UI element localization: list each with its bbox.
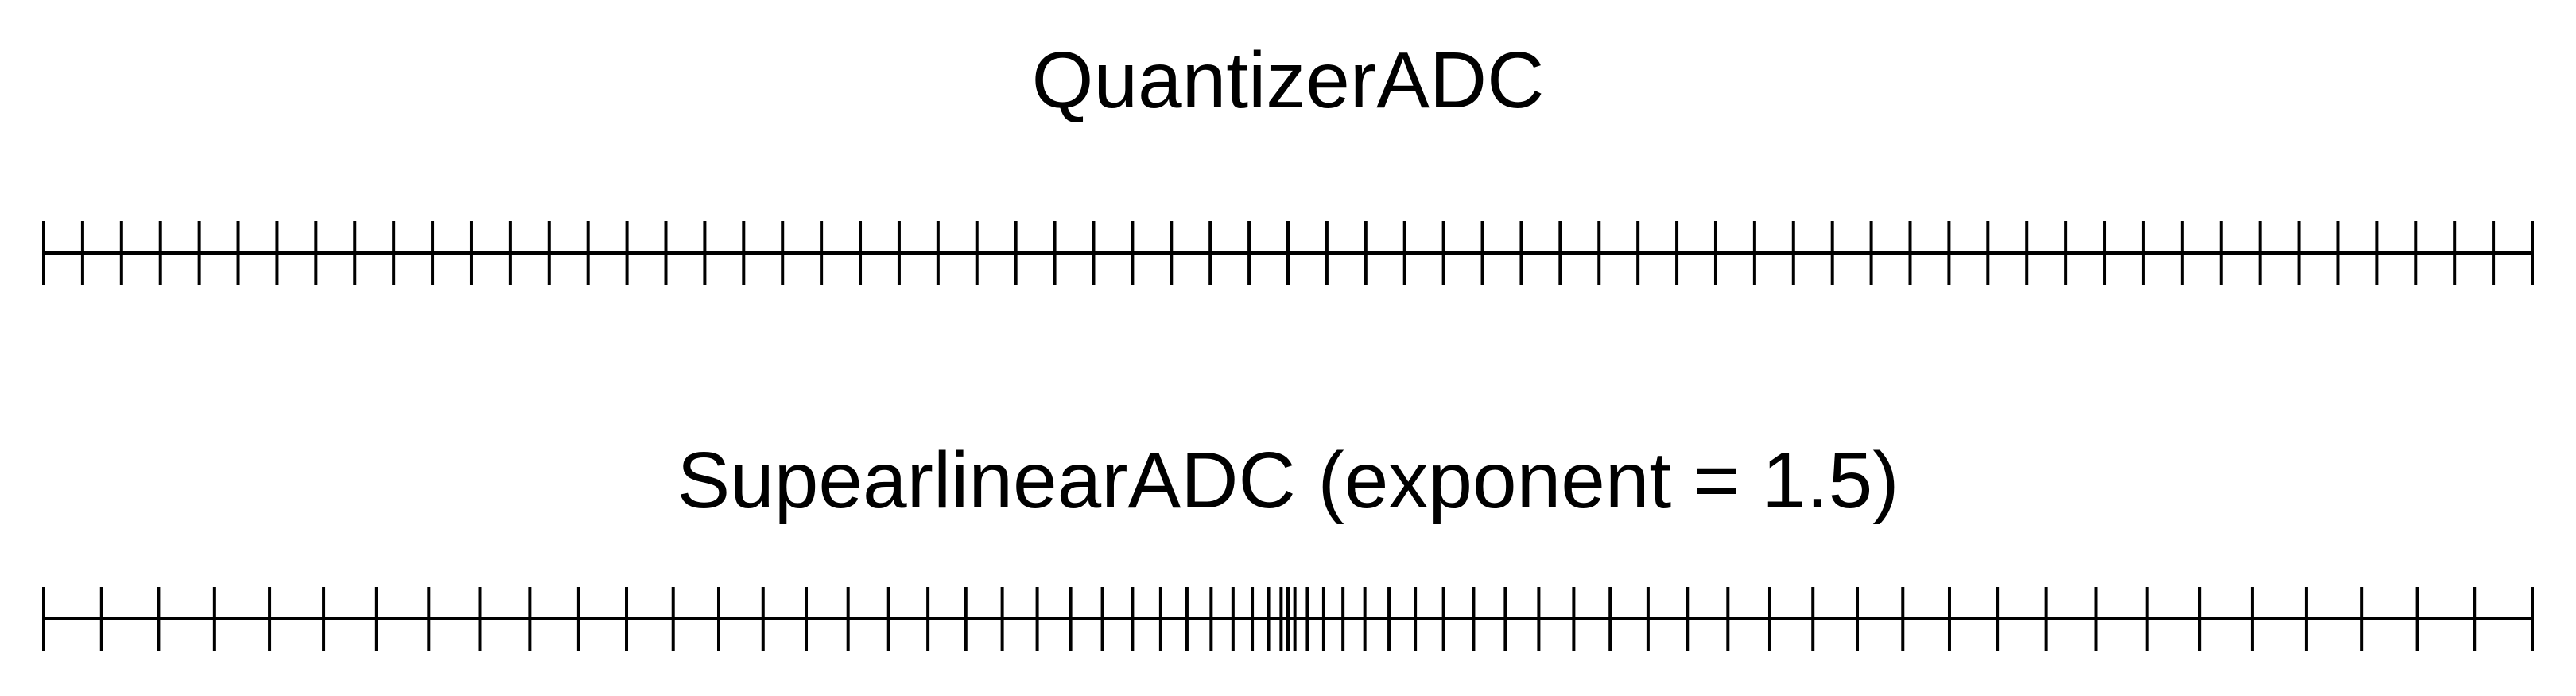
- superlinear-adc-title: SupearlinearADC (exponent = 1.5): [677, 436, 1899, 525]
- quantizer-adc-ticks: [42, 221, 2534, 285]
- quantizer-adc-title: QuantizerADC: [1032, 36, 1545, 125]
- superlinear-adc-panel: SupearlinearADC (exponent = 1.5): [42, 436, 2534, 651]
- superlinear-adc-ticks: [42, 587, 2534, 651]
- quantizer-adc-panel: QuantizerADC: [42, 36, 2534, 285]
